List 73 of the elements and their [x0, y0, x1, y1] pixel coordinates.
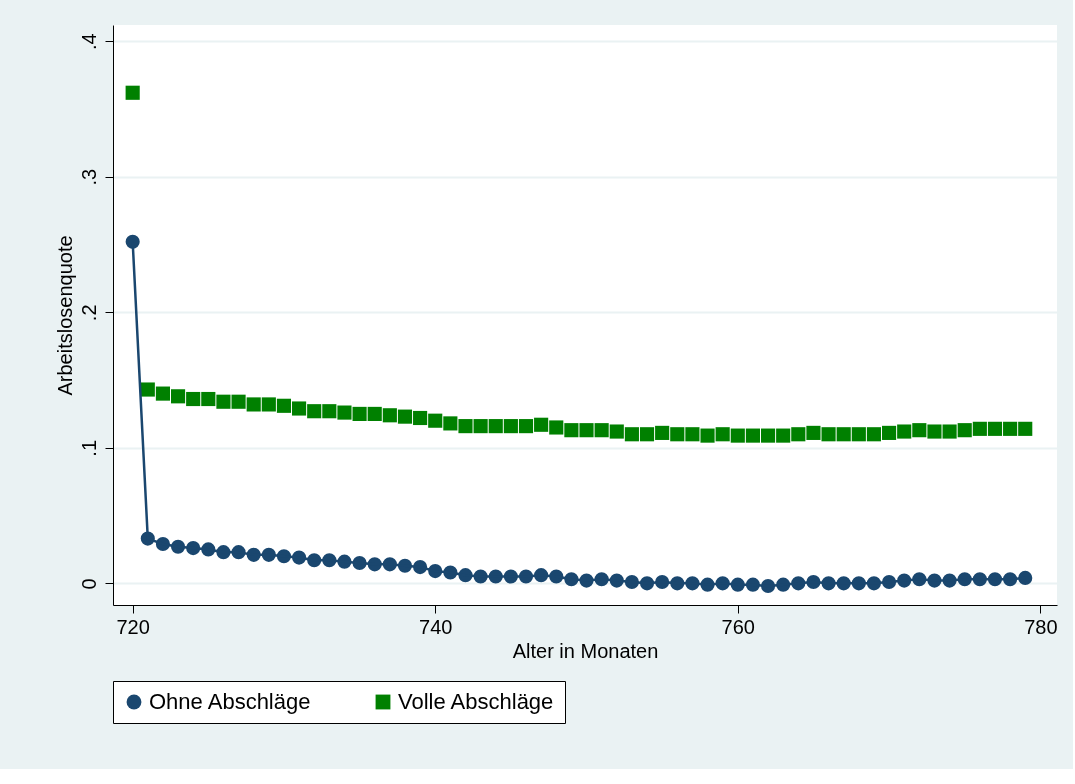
- point: [261, 397, 276, 412]
- point: [882, 425, 897, 440]
- point: [700, 428, 715, 443]
- point: [972, 421, 987, 436]
- point: [488, 419, 503, 434]
- point: [352, 406, 367, 421]
- x-tick-label: 760: [721, 615, 755, 638]
- point: [866, 427, 882, 442]
- point: [549, 420, 564, 435]
- point: [337, 405, 352, 420]
- point: [292, 401, 307, 416]
- point: [503, 419, 518, 434]
- x-tick-label: 780: [1024, 615, 1058, 638]
- point: [140, 382, 155, 397]
- point: [1003, 421, 1018, 436]
- point: [534, 417, 549, 432]
- point: [413, 410, 428, 426]
- point: [624, 427, 639, 442]
- point: [428, 413, 443, 428]
- point: [670, 427, 685, 442]
- point: [836, 427, 851, 442]
- y-tick-label: 0: [77, 578, 100, 590]
- point: [1018, 421, 1033, 436]
- point: [987, 421, 1003, 436]
- y-axis-title: Arbeitslosenquote: [53, 235, 76, 396]
- point: [276, 398, 292, 413]
- point: [821, 427, 836, 442]
- point: [443, 416, 458, 431]
- x-tick-label: 740: [419, 615, 453, 638]
- point: [322, 404, 337, 419]
- point: [155, 386, 170, 401]
- point: [125, 85, 140, 100]
- point: [186, 391, 201, 407]
- point: [639, 427, 655, 442]
- point: [730, 428, 745, 443]
- point: [609, 424, 624, 439]
- point: [307, 404, 322, 419]
- point: [685, 427, 700, 442]
- y-tick-label: .4: [77, 33, 100, 51]
- y-tick-label: .1: [77, 439, 100, 457]
- point: [397, 409, 413, 424]
- point: [745, 428, 760, 443]
- point: [594, 423, 609, 438]
- point: [760, 428, 776, 443]
- point: [715, 427, 730, 442]
- point: [655, 425, 670, 440]
- point: [518, 419, 534, 434]
- legend-label: Ohne Abschläge: [149, 689, 311, 714]
- point: [216, 394, 231, 409]
- point: [382, 408, 397, 423]
- point: [927, 424, 942, 439]
- x-axis-title: Alter in Monaten: [512, 639, 659, 662]
- point: [473, 419, 488, 434]
- y-tick-label: .2: [77, 304, 100, 322]
- point: [912, 423, 927, 438]
- point: [897, 424, 912, 439]
- point: [367, 406, 382, 421]
- point: [942, 424, 957, 439]
- point: [851, 427, 866, 442]
- point: [170, 389, 186, 404]
- point: [579, 423, 594, 438]
- y-tick-label: .3: [77, 168, 100, 186]
- point: [806, 425, 821, 440]
- point: [776, 428, 791, 443]
- point: [458, 419, 473, 434]
- point: [246, 397, 261, 412]
- point: [564, 423, 579, 438]
- point: [791, 427, 806, 442]
- x-tick-label: 720: [116, 615, 150, 638]
- legend-label: Volle Abschläge: [398, 689, 554, 714]
- point: [957, 423, 972, 438]
- point: [231, 394, 246, 409]
- point: [201, 391, 216, 407]
